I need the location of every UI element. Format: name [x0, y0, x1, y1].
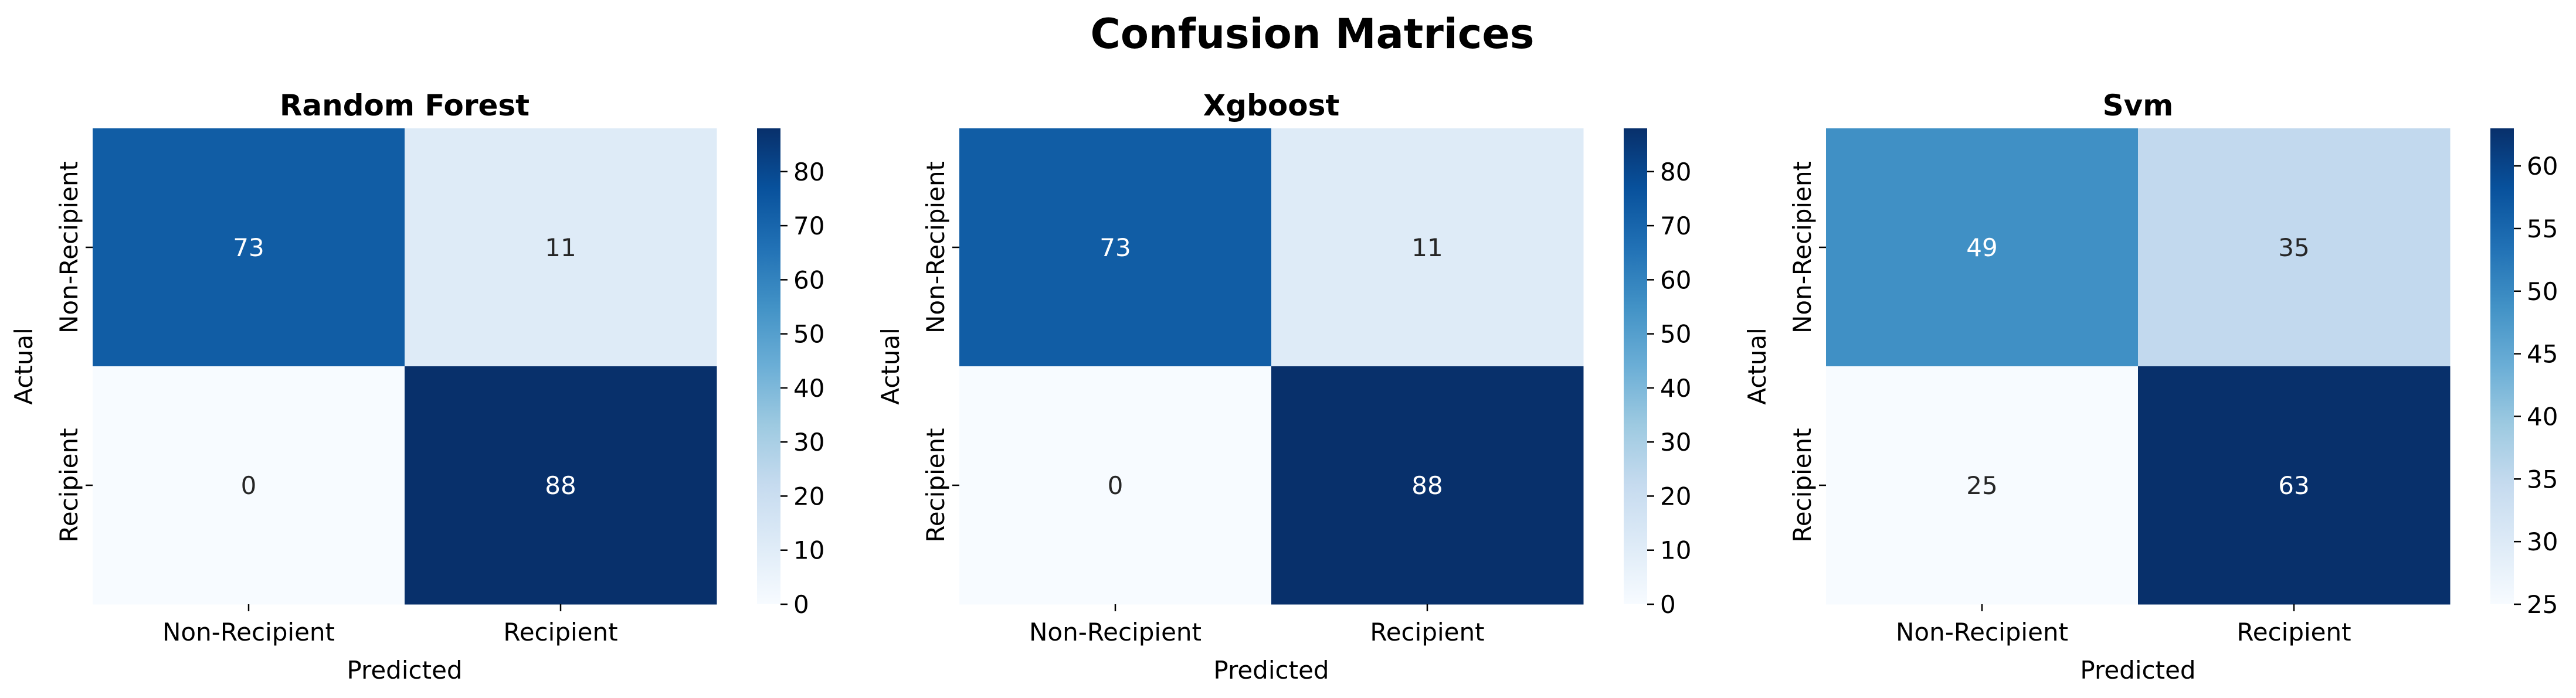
heatmap-cell [93, 366, 405, 605]
cell-value: 73 [1099, 233, 1131, 262]
panel-svm: Svm 49 35 25 63 Non-Recipient Recipient Predict… [1743, 88, 2558, 685]
figure-title: Confusion Matrices [1090, 10, 1534, 58]
colorbar-tick-label: 45 [2527, 340, 2558, 369]
colorbar-tick-label: 80 [793, 158, 824, 186]
colorbar-tick-label: 40 [2527, 402, 2558, 431]
x-tick-label: Recipient [503, 618, 617, 646]
colorbar-tick-label: 55 [2527, 214, 2558, 243]
cell-value: 11 [545, 233, 576, 262]
heatmap-cell [1826, 366, 2139, 605]
cell-value: 0 [1108, 471, 1124, 500]
colorbar-tick-label: 30 [2527, 527, 2558, 556]
colorbar-tick-label: 80 [1660, 158, 1691, 186]
cell-value: 49 [1966, 233, 1997, 262]
colorbar-tick-label: 60 [793, 265, 824, 294]
colorbar-gradient [1624, 128, 1647, 604]
heatmap-cell [93, 128, 405, 367]
panel-title: Random Forest [280, 88, 530, 122]
heatmap-cell [405, 366, 717, 605]
heatmap-cell [1826, 128, 2139, 367]
colorbar-svm: 25 30 35 40 45 50 55 60 [2490, 128, 2558, 619]
heatmap-cell [2138, 128, 2451, 367]
colorbar-tick-label: 40 [793, 374, 824, 403]
colorbar-tick-label: 50 [2527, 277, 2558, 306]
colorbar-tick-label: 30 [1660, 428, 1691, 457]
colorbar-tick-label: 10 [1660, 536, 1691, 565]
cell-value: 25 [1966, 471, 1997, 500]
heatmap-cell [2138, 366, 2451, 605]
panel-title: Xgboost [1203, 88, 1340, 122]
y-axis-label: Actual [9, 328, 38, 405]
x-tick-label: Recipient [2236, 618, 2351, 646]
heatmap-cell [1271, 128, 1584, 367]
cell-value: 73 [233, 233, 264, 262]
colorbar-tick-label: 40 [1660, 374, 1691, 403]
cell-value: 63 [2278, 471, 2309, 500]
y-axis-label: Actual [1743, 328, 1771, 405]
colorbar-xgboost: 0 10 20 30 40 50 60 70 80 [1624, 128, 1691, 619]
colorbar-tick-label: 50 [1660, 320, 1691, 349]
colorbar-random-forest: 0 10 20 30 40 50 60 70 80 [757, 128, 824, 619]
colorbar-tick-label: 0 [1660, 590, 1676, 619]
x-axis-label: Predicted [1213, 656, 1329, 685]
cell-value: 88 [1411, 471, 1443, 500]
cell-value: 88 [545, 471, 576, 500]
y-tick-label: Recipient [55, 428, 83, 542]
colorbar-tick-label: 60 [1660, 265, 1691, 294]
x-axis-label: Predicted [347, 656, 462, 685]
colorbar-tick-label: 10 [793, 536, 824, 565]
colorbar-tick-label: 30 [793, 428, 824, 457]
colorbar-tick-label: 25 [2527, 590, 2558, 619]
x-tick-label: Recipient [1370, 618, 1484, 646]
x-tick-label: Non-Recipient [1896, 618, 2068, 646]
heatmap-panels: Random Forest 73 11 0 88 Non-Recipient Recipie… [9, 88, 2558, 685]
colorbar-tick-label: 20 [793, 482, 824, 510]
cell-value: 35 [2278, 233, 2309, 262]
cell-value: 11 [1411, 233, 1443, 262]
colorbar-tick-label: 70 [1660, 212, 1691, 240]
colorbar-tick-label: 50 [793, 320, 824, 349]
heatmap-cell [959, 366, 1272, 605]
panel-xgboost: Xgboost 73 11 0 88 Non-Recipient Recipient Pred… [876, 88, 1691, 685]
colorbar-gradient [757, 128, 780, 604]
colorbar-gradient [2490, 128, 2514, 604]
y-tick-label: Non-Recipient [55, 161, 83, 333]
colorbar-tick-label: 60 [2527, 152, 2558, 181]
x-axis-label: Predicted [2080, 656, 2195, 685]
colorbar-tick-label: 0 [793, 590, 809, 619]
y-axis-label: Actual [876, 328, 905, 405]
x-tick-label: Non-Recipient [1029, 618, 1202, 646]
heatmap-cell [1271, 366, 1584, 605]
colorbar-tick-label: 20 [1660, 482, 1691, 510]
y-tick-label: Recipient [1788, 428, 1817, 542]
colorbar-tick-label: 35 [2527, 465, 2558, 493]
heatmap-cell [405, 128, 717, 367]
heatmap-cell [959, 128, 1272, 367]
panel-title: Svm [2103, 88, 2174, 122]
y-tick-label: Non-Recipient [1788, 161, 1817, 333]
y-tick-label: Recipient [921, 428, 950, 542]
y-tick-label: Non-Recipient [921, 161, 950, 333]
colorbar-tick-label: 70 [793, 212, 824, 240]
x-tick-label: Non-Recipient [162, 618, 335, 646]
cell-value: 0 [241, 471, 257, 500]
panel-random-forest: Random Forest 73 11 0 88 Non-Recipient Recipie… [9, 88, 824, 685]
